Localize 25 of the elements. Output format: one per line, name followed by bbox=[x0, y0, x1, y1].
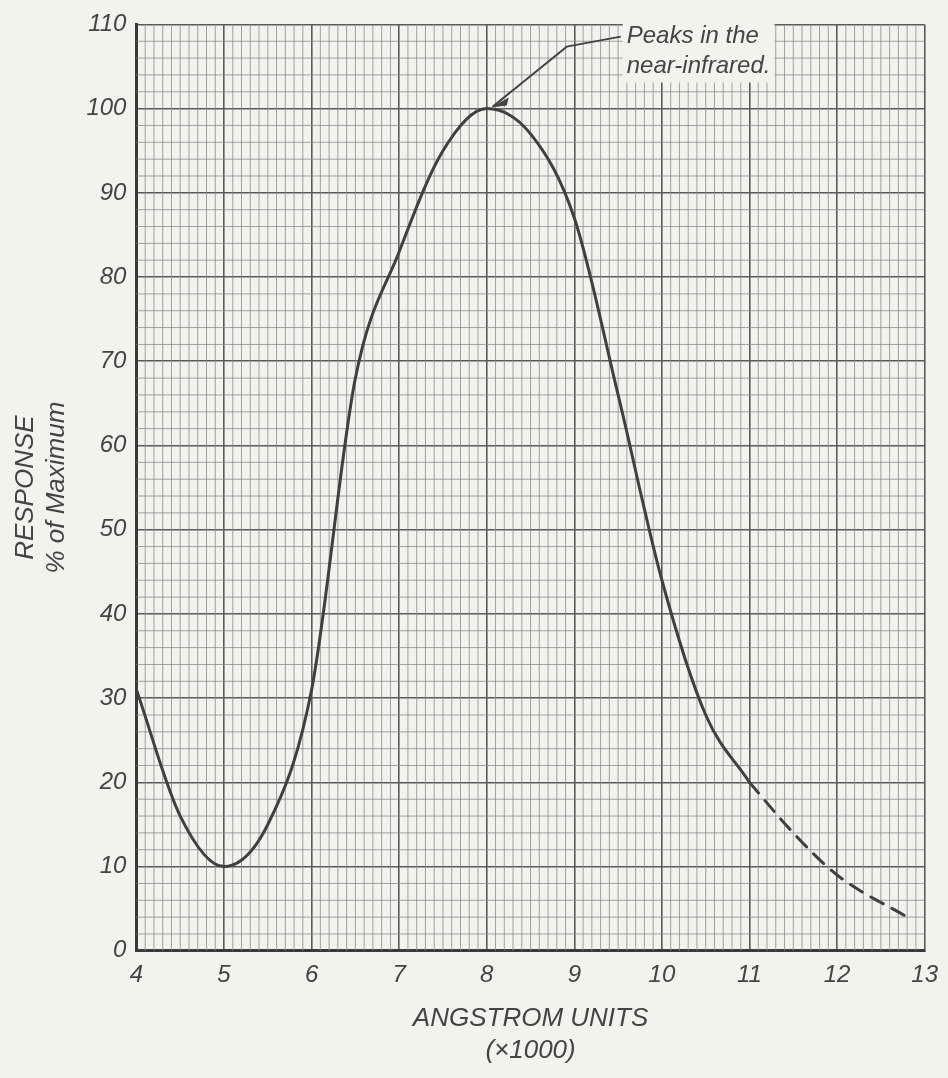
y-tick-label: 40 bbox=[99, 598, 128, 626]
y-axis-title: RESPONSE % of Maximum bbox=[8, 401, 71, 574]
annotation: Peaks in the near-infrared. bbox=[626, 21, 771, 79]
x-tick-label: 11 bbox=[737, 959, 762, 987]
x-tick-label: 8 bbox=[480, 959, 495, 987]
x-tick-label: 6 bbox=[304, 959, 319, 987]
y-tick-label: 50 bbox=[99, 514, 128, 542]
y-tick-label: 60 bbox=[99, 430, 128, 458]
x-tick-label: 9 bbox=[567, 959, 582, 987]
x-tick-label: 10 bbox=[648, 959, 676, 987]
y-tick-label: 20 bbox=[98, 767, 128, 795]
y-tick-label: 110 bbox=[88, 9, 128, 37]
y-tick-label: 80 bbox=[99, 261, 128, 289]
y-tick-label: 30 bbox=[99, 682, 128, 710]
x-tick-label: 7 bbox=[392, 959, 408, 987]
x-tick-label: 5 bbox=[217, 959, 232, 987]
x-axis-title: ANGSTROM UNITS (×1000) bbox=[410, 1002, 649, 1064]
y-tick-label: 90 bbox=[99, 177, 128, 205]
y-tick-label: 100 bbox=[86, 93, 128, 121]
y-tick-label: 70 bbox=[99, 345, 128, 373]
x-tick-label: 13 bbox=[911, 959, 939, 987]
x-tick-label: 12 bbox=[823, 959, 851, 987]
x-tick-label: 4 bbox=[129, 959, 144, 987]
y-tick-label: 0 bbox=[113, 935, 128, 963]
y-tick-label: 10 bbox=[99, 851, 128, 879]
